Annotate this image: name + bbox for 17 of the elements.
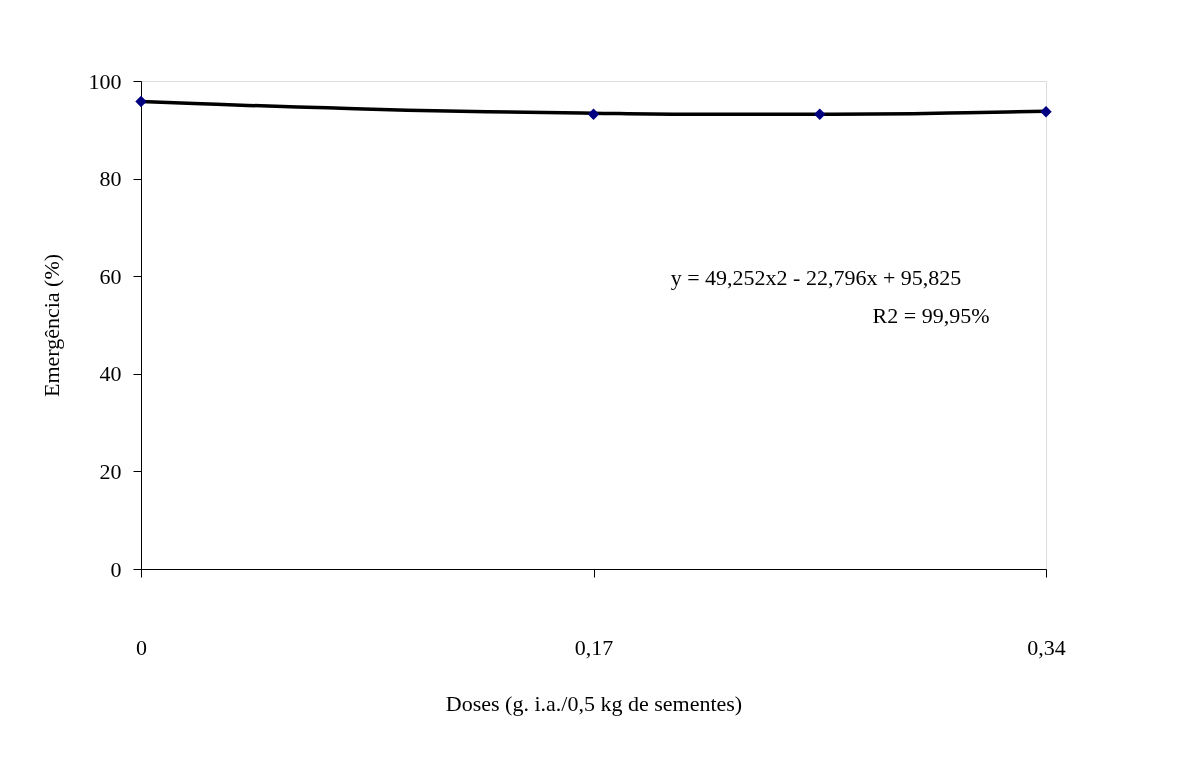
y-tick-label: 0 — [110, 556, 122, 582]
x-axis-title: Doses (g. i.a./0,5 kg de sementes) — [445, 690, 743, 716]
y-tick-label: 80 — [99, 166, 122, 192]
x-tick-label: 0,17 — [574, 634, 614, 660]
y-tick-label: 60 — [99, 263, 122, 289]
x-tick-label: 0,34 — [1027, 634, 1066, 660]
point — [1040, 106, 1052, 118]
annotation: R2 = 99,95% — [872, 303, 990, 328]
y-tick-label: 20 — [99, 458, 122, 484]
point — [135, 95, 147, 108]
y-tick-label: 100 — [88, 68, 122, 94]
point — [587, 108, 600, 120]
y-tick-label: 40 — [99, 361, 122, 387]
point — [814, 108, 826, 120]
y-axis-title: Emergência (%) — [38, 253, 64, 398]
annotation: y = 49,252x2 - 22,796x + 95,825 — [670, 265, 962, 290]
x-tick-label: 0 — [136, 634, 147, 660]
